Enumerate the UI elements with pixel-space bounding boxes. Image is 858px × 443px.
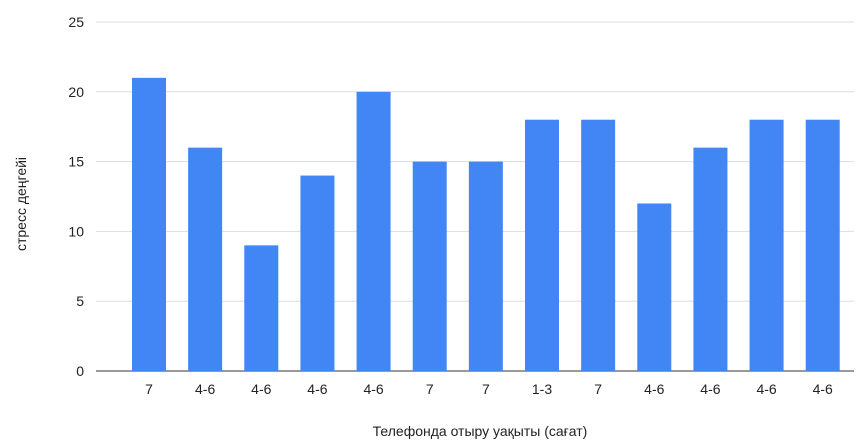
bar (581, 119, 616, 371)
y-tick-label: 5 (76, 293, 84, 309)
bar (468, 161, 503, 371)
y-tick-label: 10 (68, 223, 84, 239)
bar (188, 147, 223, 371)
bar (525, 119, 559, 371)
x-tick-label: 7 (482, 381, 490, 397)
x-tick-label: 4-6 (813, 381, 833, 397)
y-axis-title: стресс деңгейі (13, 157, 29, 251)
bar (805, 119, 840, 371)
x-tick-label: 4-6 (195, 381, 215, 397)
bar (244, 245, 279, 371)
x-tick-label: 7 (145, 381, 153, 397)
x-tick-label: 4-6 (251, 381, 271, 397)
x-tick-label: 4-6 (363, 381, 383, 397)
x-tick-label: 7 (426, 381, 434, 397)
bars (132, 77, 840, 372)
x-tick-label: 4-6 (644, 381, 664, 397)
x-tick-label: 4-6 (307, 381, 327, 397)
y-tick-label: 25 (68, 14, 84, 30)
x-tick-label: 1-3 (532, 381, 552, 397)
bar (356, 91, 391, 372)
y-tick-label: 15 (68, 154, 84, 170)
y-axis-ticks: 0 5 10 15 20 25 (68, 14, 84, 379)
bar (693, 147, 728, 371)
y-tick-label: 0 (76, 363, 84, 379)
bar (749, 119, 784, 371)
x-tick-label: 4-6 (700, 381, 720, 397)
bar (132, 77, 166, 371)
y-tick-label: 20 (68, 84, 84, 100)
x-tick-label: 7 (594, 381, 602, 397)
bar (300, 175, 335, 371)
bar (637, 203, 672, 371)
x-axis-title: Телефонда отыру уақыты (сағат) (373, 423, 588, 439)
x-tick-label: 4-6 (756, 381, 776, 397)
bar (412, 161, 447, 371)
